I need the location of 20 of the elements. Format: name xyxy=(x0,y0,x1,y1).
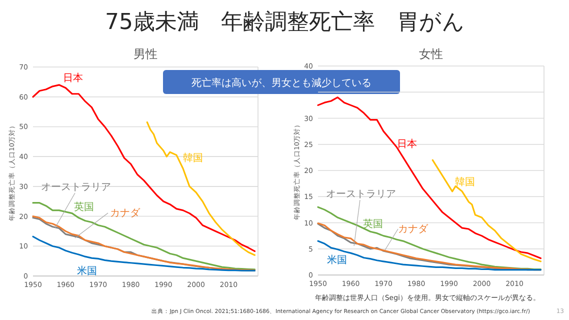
series-label: 英国 xyxy=(74,201,94,213)
series-label: 韓国 xyxy=(183,152,203,164)
annotation: 死亡率は高いが、男女とも減少している xyxy=(192,77,372,89)
series-label: 韓国 xyxy=(455,176,475,188)
series-label: 米国 xyxy=(77,265,97,277)
text: カナダ xyxy=(110,207,141,219)
chart-subtitle: 男性 xyxy=(134,47,158,61)
line-series xyxy=(317,240,542,271)
series-label: 英国 xyxy=(363,218,383,230)
chart-title: 女性 xyxy=(419,47,443,61)
series-label: カナダ xyxy=(398,223,429,235)
line-series xyxy=(432,159,542,262)
line-series xyxy=(146,121,256,256)
text: オーストラリア xyxy=(326,189,396,200)
line-series xyxy=(317,206,542,270)
chart-title: 75歳未満 年齢調整死亡率 胃がん xyxy=(105,10,465,35)
series-label: 日本 xyxy=(397,138,417,150)
text: オーストラリア xyxy=(41,182,111,193)
series-label: 米国 xyxy=(327,254,347,266)
series-label: 日本 xyxy=(63,72,83,84)
